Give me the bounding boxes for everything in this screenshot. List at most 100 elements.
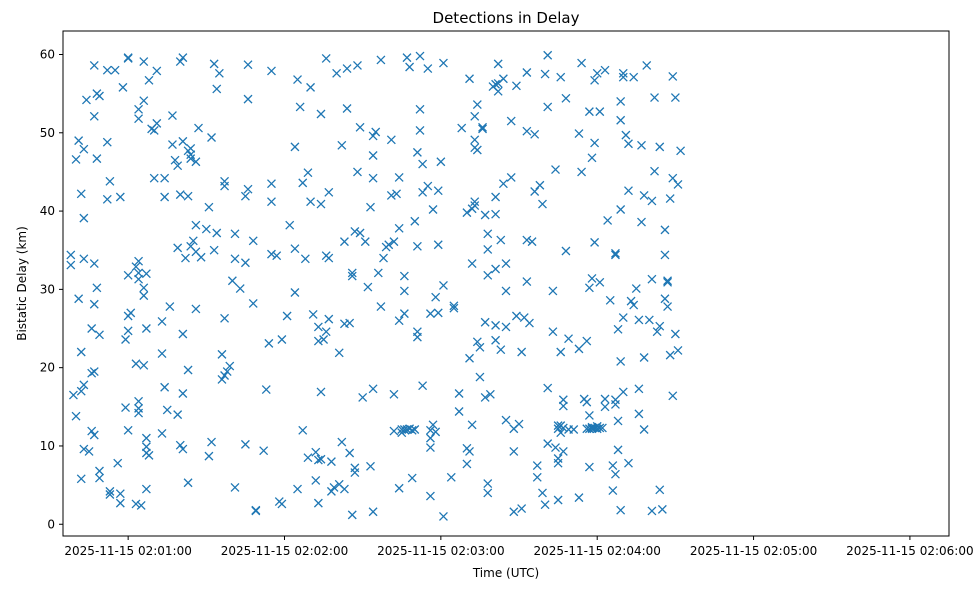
data-point-marker (368, 384, 378, 394)
data-point-marker (431, 427, 441, 437)
data-point-marker (514, 419, 524, 429)
data-point-marker (655, 142, 665, 152)
data-point-marker (665, 350, 675, 360)
data-point-marker (300, 254, 310, 264)
data-point-marker (131, 262, 141, 272)
data-point-marker (655, 321, 665, 331)
data-point-marker (415, 51, 425, 61)
data-point-marker (167, 111, 177, 121)
data-point-marker (267, 249, 276, 259)
data-point-marker (324, 187, 334, 197)
data-point-marker (110, 65, 120, 75)
data-point-marker (339, 484, 349, 494)
data-point-marker (360, 237, 370, 247)
data-point-marker (379, 253, 388, 263)
data-point-marker (225, 361, 235, 371)
data-point-marker (670, 93, 680, 103)
y-tick-label: 0 (47, 517, 55, 531)
data-point-marker (532, 472, 542, 482)
data-point-marker (105, 486, 115, 496)
data-point-marker (491, 192, 501, 202)
data-point-marker (558, 423, 568, 433)
data-point-marker (115, 498, 125, 508)
data-point-marker (577, 167, 587, 177)
data-point-marker (113, 458, 123, 468)
data-point-marker (418, 159, 428, 169)
data-point-marker (79, 380, 89, 390)
data-point-marker (204, 202, 214, 212)
data-point-marker (511, 311, 521, 321)
data-point-marker (321, 327, 331, 337)
data-point-marker (532, 461, 542, 470)
data-point-marker (595, 423, 605, 433)
y-tick-label: 10 (40, 439, 55, 453)
data-point-marker (478, 124, 488, 134)
data-point-marker (139, 360, 149, 370)
data-point-marker (454, 407, 464, 416)
data-point-marker (134, 104, 144, 114)
data-point-marker (84, 446, 94, 456)
data-point-marker (134, 396, 144, 406)
x-axis-label: Time (UTC) (472, 566, 539, 580)
data-point-marker (553, 495, 563, 505)
data-point-marker (613, 445, 623, 455)
data-point-marker (267, 197, 276, 207)
data-point-marker (165, 302, 175, 312)
data-point-marker (89, 259, 99, 268)
data-point-marker (290, 244, 300, 254)
data-point-marker (491, 320, 501, 330)
data-point-marker (152, 118, 162, 128)
data-point-marker (582, 397, 592, 407)
data-point-marker (92, 154, 102, 164)
data-point-marker (303, 453, 313, 463)
data-point-marker (415, 104, 425, 114)
data-point-marker (498, 179, 508, 189)
data-point-marker (470, 135, 480, 145)
data-point-marker (191, 220, 201, 230)
data-point-marker (647, 196, 657, 206)
data-point-marker (465, 353, 474, 363)
data-point-marker (285, 220, 295, 230)
data-point-marker (538, 199, 547, 209)
data-point-marker (157, 428, 167, 438)
data-point-marker (371, 127, 381, 137)
data-point-marker (522, 68, 532, 77)
data-point-marker (79, 254, 89, 264)
data-point-marker (345, 448, 355, 458)
x-tick-label: 2025-11-15 02:05:00 (690, 544, 817, 558)
data-point-marker (465, 74, 474, 84)
data-point-marker (407, 473, 417, 483)
data-point-marker (509, 507, 519, 517)
data-point-marker (144, 450, 154, 460)
data-point-marker (650, 93, 659, 103)
data-point-marker (178, 329, 188, 339)
data-point-marker (134, 274, 144, 284)
data-point-marker (558, 446, 568, 456)
data-point-marker (616, 205, 626, 214)
data-point-marker (134, 256, 144, 266)
data-point-marker (240, 258, 250, 268)
data-point-marker (345, 318, 355, 328)
data-point-marker (480, 392, 490, 402)
data-point-marker (368, 173, 378, 183)
data-point-marker (316, 454, 326, 464)
data-point-marker (470, 197, 480, 207)
data-point-marker (543, 439, 553, 449)
data-point-marker (399, 271, 409, 281)
data-point-marker (621, 130, 631, 140)
data-point-marker (134, 268, 144, 278)
x-tick-label: 2025-11-15 02:02:00 (221, 544, 348, 558)
data-point-marker (87, 426, 97, 436)
data-point-marker (220, 181, 230, 191)
data-point-marker (634, 409, 644, 419)
data-point-marker (493, 86, 503, 96)
data-point-marker (141, 433, 151, 443)
data-point-marker (577, 58, 587, 68)
data-point-marker (248, 236, 258, 246)
data-point-marker (472, 100, 482, 110)
data-point-marker (574, 129, 584, 139)
data-point-marker (457, 123, 467, 133)
data-point-marker (483, 270, 493, 280)
data-point-marker (438, 280, 448, 290)
data-point-marker (551, 165, 560, 175)
